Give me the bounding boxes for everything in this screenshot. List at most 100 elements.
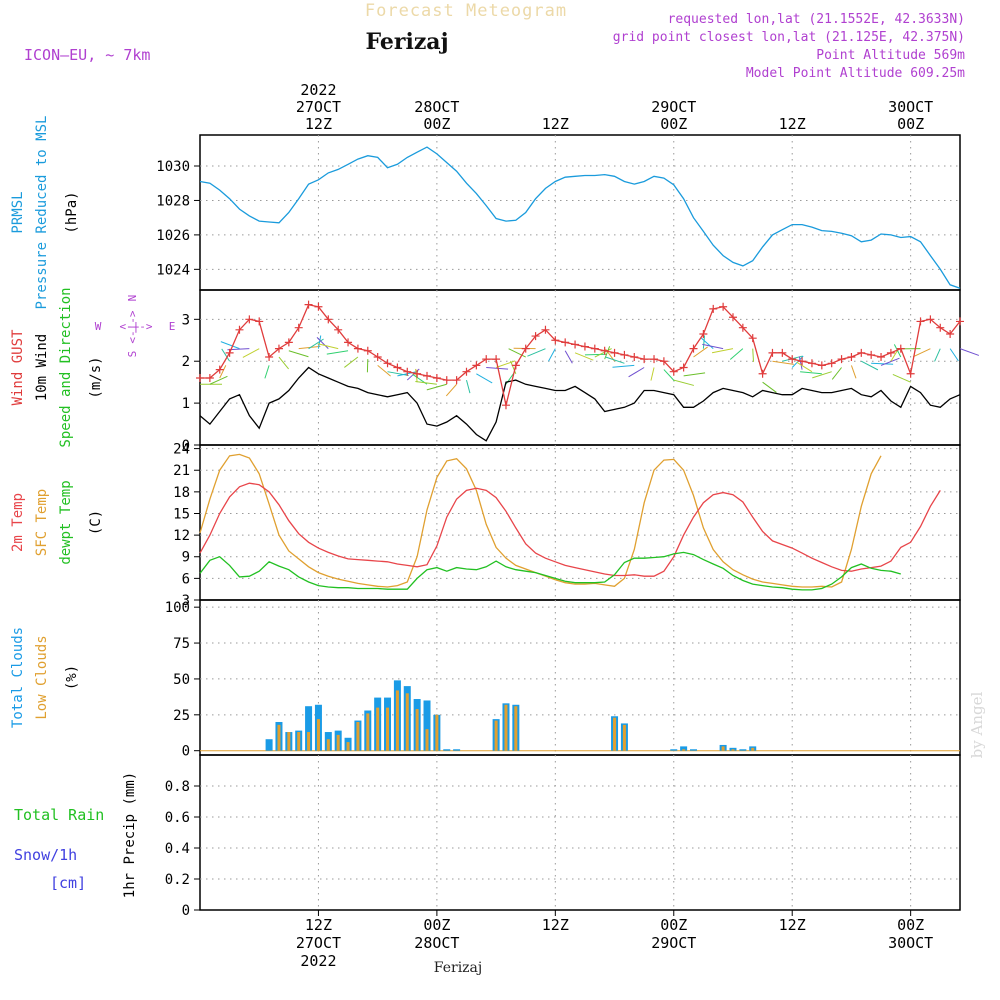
wind-direction-arrow xyxy=(772,360,794,365)
low-cloud-bar xyxy=(751,747,755,751)
wind-axis-title: Speed and Direction xyxy=(58,287,74,447)
wind-gust-marker xyxy=(620,350,629,359)
wind-gust-marker xyxy=(709,304,718,313)
wind-direction-arrow xyxy=(486,367,509,370)
temp-unit: (C) xyxy=(88,510,104,535)
precip-ytick-label: 0.6 xyxy=(165,810,190,826)
wind-direction-arrow xyxy=(912,348,931,358)
low-cloud-bar xyxy=(287,732,291,751)
wind-gust-marker xyxy=(650,355,659,364)
wind-gust-marker xyxy=(423,371,432,380)
wind-gust-marker xyxy=(511,361,520,370)
low-cloud-bar xyxy=(346,742,350,751)
wind-gust-marker xyxy=(482,355,491,364)
wind-direction-arrow xyxy=(762,381,777,393)
wind-gust-marker xyxy=(225,348,234,357)
wind-panel: 0 1 2 3 Wind GUST 10m Wind Speed and Direction… xyxy=(10,287,980,454)
total-cloud-bar xyxy=(680,746,688,751)
low-cloud-bar xyxy=(386,707,390,751)
wind-gust-marker xyxy=(344,338,353,347)
top-time-label: 30OCT xyxy=(888,98,933,116)
pressure-ytick-label: 1026 xyxy=(156,228,190,244)
pressure-axis-title: PRMSL xyxy=(10,191,26,233)
temp-ytick-label: 24 xyxy=(173,442,190,458)
temp-ytick-label: 6 xyxy=(182,571,190,587)
wind-direction-arrow xyxy=(584,353,607,356)
precip-unit: 1hr Precip (mm) xyxy=(122,772,138,898)
low-cloud-bar xyxy=(405,693,409,751)
wind-gust-marker xyxy=(363,346,372,355)
wind-gust-marker xyxy=(827,359,836,368)
wind-gust-marker xyxy=(640,355,649,364)
temp-ytick-label: 9 xyxy=(182,550,190,566)
wind-direction-arrow xyxy=(850,365,857,379)
bottom-time-label: 00Z xyxy=(897,916,924,934)
wind-direction-arrow xyxy=(415,381,437,385)
temp-ytick-label: 3 xyxy=(182,593,190,609)
wind-direction-arrow xyxy=(612,364,635,368)
wind-gust-marker xyxy=(492,355,501,364)
wind-direction-arrow xyxy=(209,375,228,385)
wind-direction-arrow xyxy=(934,348,941,362)
wind-direction-arrow xyxy=(880,357,900,366)
low-cloud-bar xyxy=(415,709,419,751)
low-cloud-bar xyxy=(336,734,340,751)
sfc-temp-series xyxy=(199,453,882,588)
wind-direction-arrow xyxy=(466,379,471,394)
wind-direction-arrow xyxy=(510,360,517,374)
wind-gust-marker xyxy=(255,317,264,326)
wind-gust-marker xyxy=(699,329,708,338)
wind-direction-arrow xyxy=(700,337,714,350)
wind-direction-arrow xyxy=(220,341,240,350)
wind-direction-arrow xyxy=(831,367,842,380)
clouds-ytick-label: 75 xyxy=(173,636,190,652)
wind-direction-arrow xyxy=(326,350,349,355)
precip-legend: [cm] xyxy=(50,874,86,892)
bottom-time-label: 28OCT xyxy=(414,934,459,952)
compass-w: W xyxy=(95,320,102,333)
wind-gust-marker xyxy=(472,361,481,370)
bottom-time-label: 00Z xyxy=(423,916,450,934)
wind-compass: N S W E <-|-> <-|-> xyxy=(95,295,176,358)
temp-frame xyxy=(199,444,961,601)
precip-frame xyxy=(199,754,961,911)
chart-title: Ferizaj xyxy=(365,29,448,55)
wind-gust-marker xyxy=(304,300,313,309)
wind-gust-marker xyxy=(768,348,777,357)
wind-gust-marker xyxy=(936,323,945,332)
footer-location: Ferizaj xyxy=(434,960,482,976)
clouds-panel: 0 25 50 75 100 Total Clouds Low Clouds (%) xyxy=(10,599,961,760)
wind-gust-marker xyxy=(324,315,333,324)
clouds-ytick-label: 50 xyxy=(173,672,190,688)
top-time-label: 12Z xyxy=(779,115,806,133)
wind-ytick-label: 3 xyxy=(182,312,190,328)
wind-direction-arrow xyxy=(683,372,706,377)
wind-direction-arrow xyxy=(344,356,359,368)
wind-direction-arrow xyxy=(798,356,803,370)
low-cloud-bar xyxy=(395,690,399,751)
wind-gust-marker xyxy=(590,344,599,353)
wind-direction-arrow xyxy=(426,383,447,391)
wind-gust-marker xyxy=(867,350,876,359)
low-cloud-bar xyxy=(504,704,508,751)
wind-direction-arrow xyxy=(574,352,594,361)
supertitle: Forecast Meteogram xyxy=(365,1,567,21)
temp-axis-title: SFC Temp xyxy=(34,489,50,556)
wind-direction-arrow xyxy=(871,362,894,365)
wind-direction-arrow xyxy=(317,335,322,349)
clouds-axis-title: Low Clouds xyxy=(34,635,50,719)
wind-direction-arrow xyxy=(387,371,409,377)
wind-gust-marker xyxy=(600,346,609,355)
wind-gust-marker xyxy=(531,332,540,341)
total-cloud-bar xyxy=(305,706,313,751)
wind-gust-marker xyxy=(580,342,589,351)
wind-gust-marker xyxy=(413,369,422,378)
wind-direction-arrow xyxy=(508,348,526,358)
wind-gust-marker xyxy=(798,357,807,366)
wind-gust-marker xyxy=(817,361,826,370)
total-cloud-bar xyxy=(423,700,431,751)
wind-ytick-label: 2 xyxy=(182,354,190,370)
clouds-ytick-label: 0 xyxy=(182,744,190,760)
wind-direction-arrow xyxy=(796,361,813,373)
gridpoint-coords: grid point closest lon,lat (21.125E, 42.… xyxy=(613,30,965,45)
